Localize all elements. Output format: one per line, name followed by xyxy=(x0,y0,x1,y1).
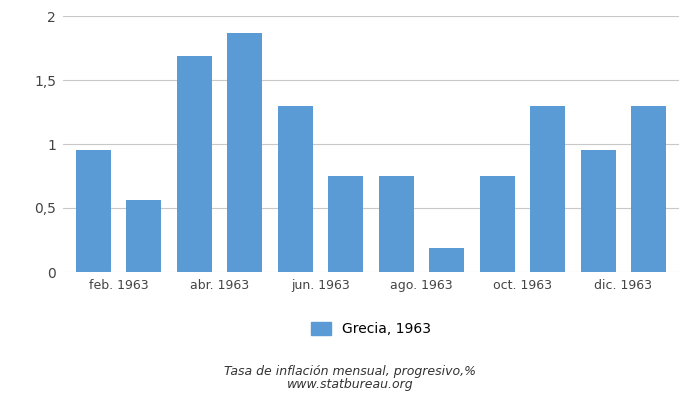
Bar xyxy=(429,248,464,272)
Bar xyxy=(176,56,212,272)
Bar xyxy=(480,176,515,272)
Bar xyxy=(278,106,313,272)
Bar xyxy=(126,200,162,272)
Bar xyxy=(530,106,566,272)
Bar xyxy=(580,150,616,272)
Legend: Grecia, 1963: Grecia, 1963 xyxy=(305,317,437,342)
Bar xyxy=(379,176,414,272)
Text: www.statbureau.org: www.statbureau.org xyxy=(287,378,413,391)
Bar xyxy=(631,106,666,272)
Bar xyxy=(227,33,262,272)
Text: Tasa de inflación mensual, progresivo,%: Tasa de inflación mensual, progresivo,% xyxy=(224,365,476,378)
Bar xyxy=(76,150,111,272)
Bar xyxy=(328,176,363,272)
